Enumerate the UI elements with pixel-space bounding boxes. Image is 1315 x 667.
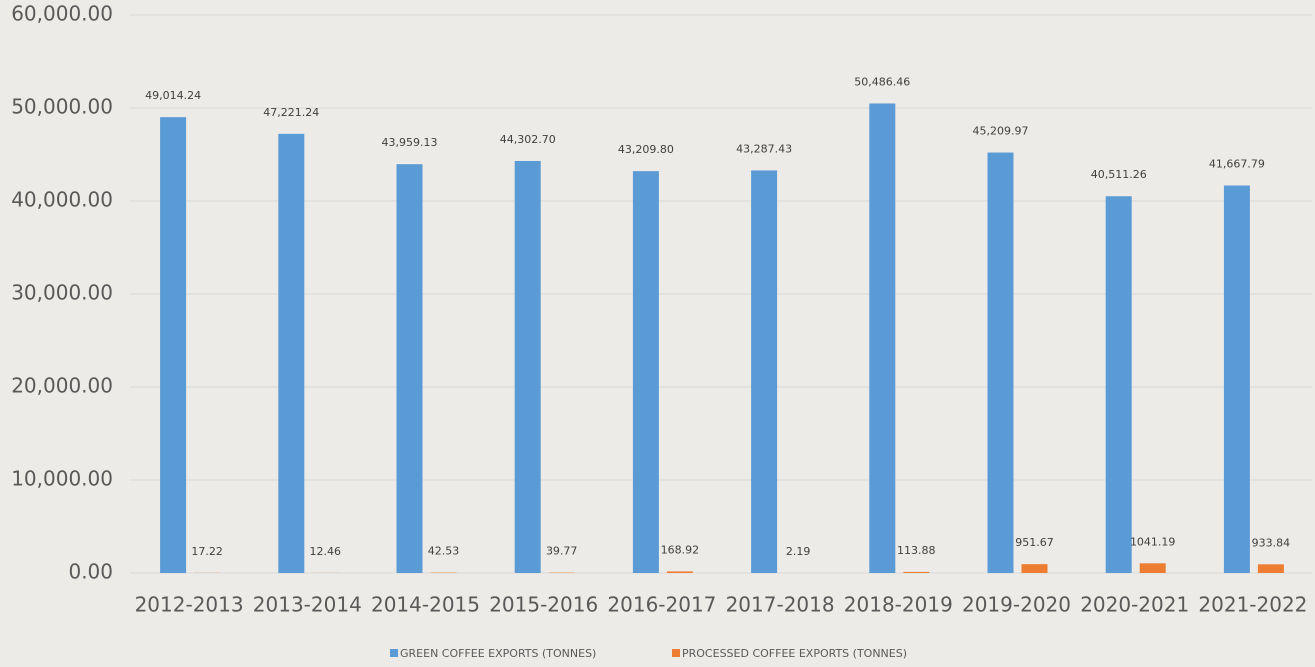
data-label: 1041.19 — [1130, 535, 1176, 548]
bar — [514, 160, 541, 573]
data-label: 2.19 — [786, 545, 811, 558]
data-label: 43,959.13 — [382, 136, 438, 149]
data-label: 12.46 — [310, 545, 342, 558]
bar — [1105, 196, 1132, 573]
x-tick-label: 2012-2013 — [135, 593, 244, 617]
data-label: 40,511.26 — [1091, 168, 1147, 181]
x-tick-label: 2016-2017 — [607, 593, 716, 617]
data-label: 44,302.70 — [500, 133, 556, 146]
data-label: 933.84 — [1252, 536, 1291, 549]
x-tick-label: 2021-2022 — [1198, 593, 1307, 617]
bar — [751, 170, 778, 574]
data-label: 951.67 — [1015, 536, 1054, 549]
legend-label: GREEN COFFEE EXPORTS (TONNES) — [400, 647, 596, 660]
x-tick-label: 2020-2021 — [1080, 593, 1189, 617]
x-tick-label: 2015-2016 — [489, 593, 598, 617]
bar — [1021, 564, 1048, 573]
data-label: 43,287.43 — [736, 142, 792, 155]
y-tick-label: 60,000.00 — [11, 2, 113, 26]
bar — [160, 117, 187, 573]
data-label: 47,221.24 — [263, 106, 319, 119]
data-label: 43,209.80 — [618, 143, 674, 156]
data-label: 168.92 — [661, 543, 700, 556]
bar — [396, 164, 423, 573]
y-tick-label: 50,000.00 — [11, 95, 113, 119]
bar — [903, 571, 930, 573]
y-tick-label: 10,000.00 — [11, 467, 113, 491]
bar — [1139, 563, 1166, 573]
data-label: 49,014.24 — [145, 89, 201, 102]
data-label: 50,486.46 — [854, 75, 910, 88]
legend-swatch — [672, 649, 680, 657]
y-tick-label: 0.00 — [68, 560, 113, 584]
x-tick-label: 2013-2014 — [253, 593, 362, 617]
bar — [278, 133, 305, 573]
data-label: 17.22 — [191, 545, 223, 558]
data-label: 41,667.79 — [1209, 157, 1265, 170]
data-label: 45,209.97 — [973, 125, 1029, 138]
data-label: 42.53 — [428, 545, 460, 558]
bar — [632, 171, 659, 573]
y-tick-label: 30,000.00 — [11, 281, 113, 305]
bar — [666, 571, 693, 573]
y-tick-label: 40,000.00 — [11, 188, 113, 212]
legend-label: PROCESSED COFFEE EXPORTS (TONNES) — [682, 647, 907, 660]
x-tick-label: 2017-2018 — [726, 593, 835, 617]
bar — [987, 152, 1014, 573]
x-tick-label: 2019-2020 — [962, 593, 1071, 617]
bar — [869, 103, 896, 573]
y-tick-label: 20,000.00 — [11, 374, 113, 398]
x-tick-label: 2018-2019 — [844, 593, 953, 617]
bar — [1223, 185, 1250, 573]
data-label: 113.88 — [897, 544, 936, 557]
x-tick-label: 2014-2015 — [371, 593, 480, 617]
data-label: 39.77 — [546, 545, 578, 558]
legend-swatch — [390, 649, 398, 657]
bar — [1257, 564, 1284, 573]
